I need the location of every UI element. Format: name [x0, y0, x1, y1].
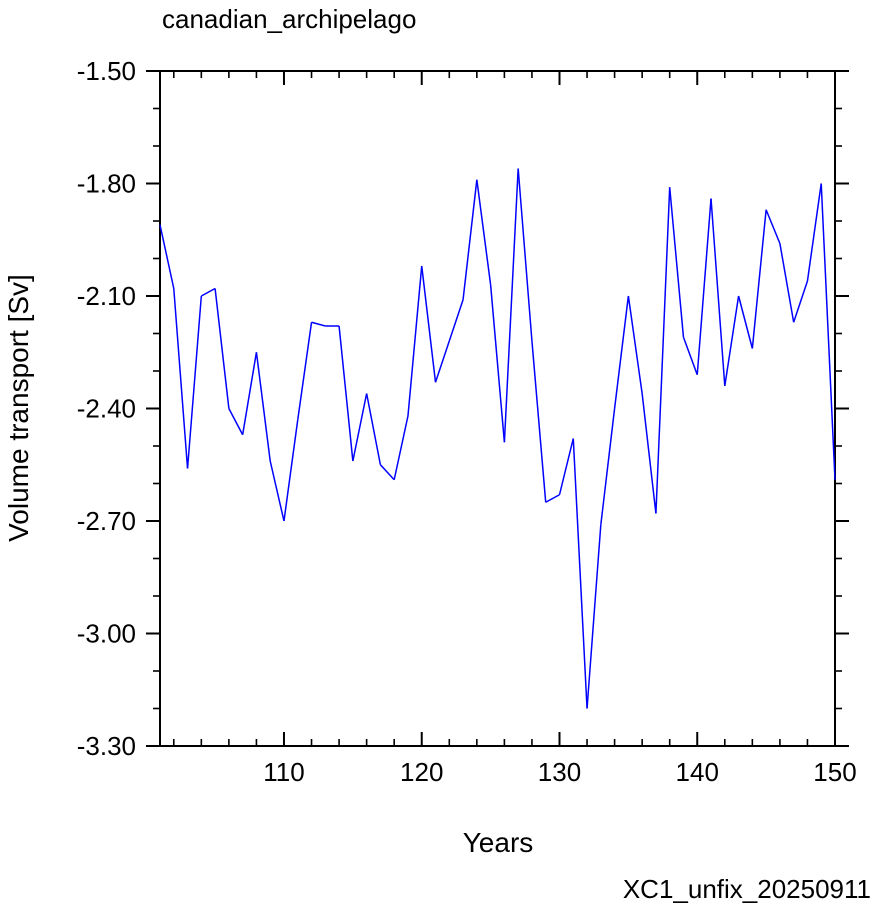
series-line-segment: [682, 336, 698, 376]
y-tick-label: -3.30: [77, 731, 136, 761]
series-line-segment: [724, 295, 740, 387]
series-line-segment: [462, 179, 478, 300]
series-line-segment: [600, 408, 616, 525]
x-tick-label: 150: [813, 757, 856, 787]
series-line-segment: [586, 524, 602, 709]
series-line-segment: [710, 198, 726, 387]
y-tick-label: -2.40: [77, 394, 136, 424]
series-line-segment: [558, 438, 574, 495]
series-line-segment: [668, 187, 685, 338]
series-line-segment: [200, 287, 216, 297]
series-line-segment: [186, 295, 203, 469]
series-line-segment: [420, 265, 437, 383]
series-line-segment: [297, 322, 313, 420]
series-line-segment: [338, 325, 354, 462]
series-line-segment: [765, 209, 781, 244]
series-line-segment: [613, 295, 630, 409]
series-line-segment: [489, 284, 506, 443]
series-line-segment: [820, 183, 836, 480]
y-tick-label: -1.80: [77, 169, 136, 199]
series-line-segment: [434, 340, 451, 383]
footer-label: XC1_unfix_20250911: [623, 874, 871, 904]
series-line-segment: [696, 198, 712, 375]
y-tick-label: -1.50: [77, 56, 136, 86]
series-line-segment: [448, 299, 464, 342]
series-line-segment: [269, 460, 285, 522]
x-tick-label: 110: [263, 757, 304, 787]
series-line-segment: [365, 393, 382, 465]
y-tick-labels: -1.50 -1.80 -2.10 -2.40 -2.70 -3.00 -3.30: [77, 56, 136, 761]
series-line-segment: [806, 183, 822, 282]
series-line-segment: [517, 168, 533, 342]
series-line-segment: [641, 393, 657, 514]
series-line-segment: [255, 352, 271, 462]
series-line-segment: [503, 168, 519, 443]
series-line-segment: [311, 321, 326, 327]
y-tick-label: -3.00: [77, 619, 136, 649]
series-line-segment: [545, 494, 560, 503]
series-line-segment: [241, 352, 258, 435]
series-line-segment: [407, 265, 423, 417]
series-line-segment: [792, 280, 809, 323]
series-group: [159, 168, 836, 709]
series-line-segment: [159, 224, 175, 289]
series-line-segment: [572, 438, 588, 709]
chart-title: canadian_archipelago: [162, 4, 416, 34]
series-line-segment: [476, 179, 492, 285]
series-line-segment: [779, 243, 795, 323]
series-line-segment: [655, 187, 671, 514]
y-tick-label: -2.70: [77, 506, 136, 536]
series-line-segment: [627, 295, 643, 394]
x-axis-title: Years: [463, 827, 534, 858]
series-line-segment: [379, 464, 395, 481]
series-line-segment: [352, 393, 368, 462]
series-line-segment: [531, 340, 547, 503]
series-line-segment: [173, 288, 189, 469]
y-axis-title: Volume transport [Sv]: [3, 274, 34, 542]
series-line-segment: [228, 408, 244, 436]
series-line-segment: [737, 295, 754, 349]
y-tick-label: -2.10: [77, 281, 136, 311]
plot-frame: [159, 70, 836, 747]
x-tick-label: 130: [538, 757, 581, 787]
series-line-segment: [751, 209, 767, 349]
series-line-segment: [214, 288, 230, 409]
x-tick-labels: 110 120 130 140 150: [263, 757, 856, 787]
x-tick-label: 140: [676, 757, 719, 787]
series-line-segment: [393, 415, 409, 480]
series-line-segment: [283, 419, 299, 522]
axis-ticks: [146, 70, 849, 747]
x-tick-label: 120: [400, 757, 443, 787]
